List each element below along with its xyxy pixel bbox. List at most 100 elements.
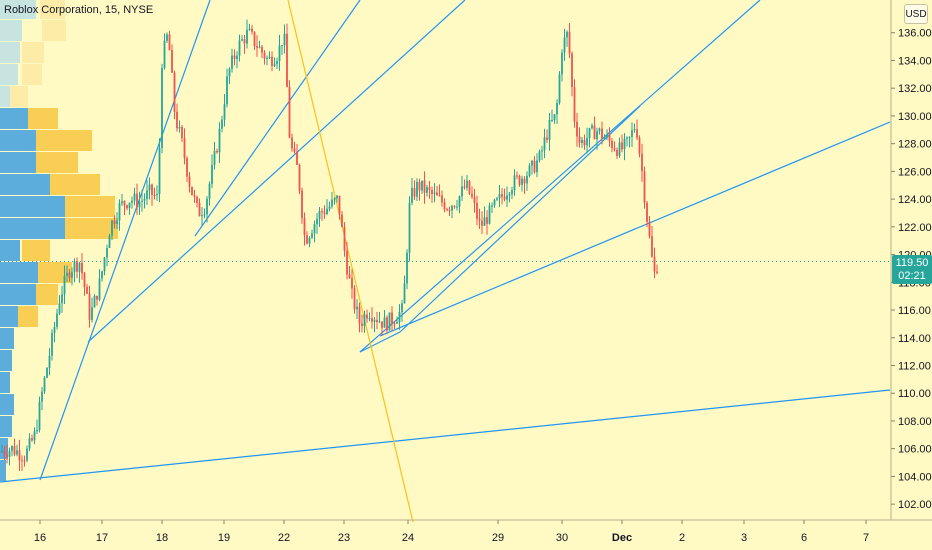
candle-body	[196, 196, 198, 203]
volume-profile-bar-down	[65, 218, 118, 239]
volume-profile-bar-down	[10, 86, 28, 107]
candle-body	[138, 201, 141, 208]
y-axis-tick-label: 114.00	[898, 333, 931, 345]
x-axis-tick-label: 19	[218, 532, 230, 544]
trendline[interactable]	[39, 0, 211, 481]
trendline[interactable]	[0, 389, 891, 483]
candle-body	[16, 450, 18, 455]
candle-body	[131, 200, 133, 203]
candle-body	[88, 293, 91, 320]
candle-body	[383, 317, 386, 328]
candle-body	[441, 195, 443, 203]
candle-body	[271, 56, 273, 67]
candle-body	[471, 193, 473, 197]
y-axis-tick-label: 116.00	[898, 305, 931, 317]
candle-body	[511, 190, 513, 195]
candle-body	[373, 319, 376, 322]
volume-profile-bar-down	[50, 174, 100, 195]
candle-body	[238, 40, 241, 56]
candle-body	[453, 205, 456, 207]
candle-body	[291, 137, 293, 149]
candle-body	[508, 194, 511, 196]
candle-body	[241, 39, 243, 41]
candle-body	[488, 205, 491, 224]
y-axis-tick-label: 126.00	[898, 166, 932, 178]
chart-title: Roblox Corporation, 15, NYSE	[4, 4, 154, 16]
candle-body	[121, 201, 123, 204]
candle-body	[113, 220, 116, 224]
candle-body	[568, 31, 571, 54]
candle-body	[103, 257, 106, 272]
candle-body	[86, 286, 88, 294]
candle-body	[13, 446, 16, 455]
candle-body	[486, 217, 488, 224]
candle-body	[393, 323, 396, 325]
candle-body	[228, 68, 231, 77]
candle-body	[178, 126, 181, 129]
candle-body	[318, 210, 321, 219]
candle-body	[11, 446, 13, 451]
trendline[interactable]	[194, 0, 361, 237]
candle-body	[521, 178, 523, 185]
candle-body	[638, 137, 641, 154]
candle-body	[478, 218, 481, 221]
candle-body	[433, 192, 436, 194]
candle-body	[148, 184, 151, 191]
x-axis-tick-label: 2	[679, 532, 685, 544]
candle-body	[143, 198, 146, 201]
y-axis-tick-label: 124.00	[898, 194, 932, 206]
candle-body	[36, 429, 38, 432]
y-axis-tick-label: 134.00	[898, 55, 932, 67]
currency-label[interactable]: USD	[904, 4, 928, 24]
candle-body	[443, 202, 446, 210]
candle-body	[518, 176, 521, 185]
trendline[interactable]	[359, 0, 761, 353]
volume-profile-bar-down	[42, 20, 66, 41]
candle-body	[406, 252, 408, 284]
candle-body	[1, 451, 3, 453]
candle-body	[546, 137, 548, 140]
candle-body	[656, 271, 658, 273]
trendline[interactable]	[379, 121, 891, 337]
candle-body	[501, 194, 503, 197]
candle-body	[558, 74, 561, 104]
volume-profile-bar-up	[0, 372, 10, 393]
candle-body	[431, 189, 433, 194]
candle-body	[101, 271, 103, 279]
candle-body	[168, 34, 171, 51]
candle-body	[308, 237, 311, 244]
candle-body	[323, 212, 326, 214]
down-trendline[interactable]	[287, 0, 414, 523]
trendline[interactable]	[399, 105, 641, 333]
y-axis: 102.00 104.00 106.00 108.00 110.00 112.00 114.…	[890, 0, 932, 520]
candle-body	[311, 233, 313, 238]
candle-body	[171, 50, 173, 73]
candle-body	[56, 313, 58, 327]
candle-body	[548, 120, 551, 140]
candle-body	[598, 128, 601, 132]
volume-profile-bar-down	[22, 64, 42, 85]
volume-profile-bar-up	[0, 86, 10, 107]
trendline[interactable]	[359, 331, 401, 353]
candle-body	[611, 140, 613, 149]
candle-body	[133, 193, 136, 201]
candle-body	[18, 450, 21, 461]
candle-body	[473, 196, 476, 203]
volume-profile-bar-up	[0, 20, 22, 41]
x-axis-tick-label: 6	[801, 532, 807, 544]
volume-profile-bar-up	[0, 196, 65, 217]
candle-body	[6, 454, 8, 457]
candle-body	[653, 256, 656, 272]
candle-body	[236, 55, 238, 60]
candle-body	[593, 125, 596, 140]
candle-body	[158, 148, 161, 195]
candle-body	[66, 272, 68, 276]
candle-body	[423, 180, 426, 193]
candle-body	[108, 235, 111, 248]
trendline[interactable]	[87, 0, 466, 343]
candle-body	[513, 175, 516, 191]
candle-body	[468, 180, 471, 194]
volume-profile-bar-up	[0, 218, 65, 239]
candle-body	[596, 131, 598, 140]
